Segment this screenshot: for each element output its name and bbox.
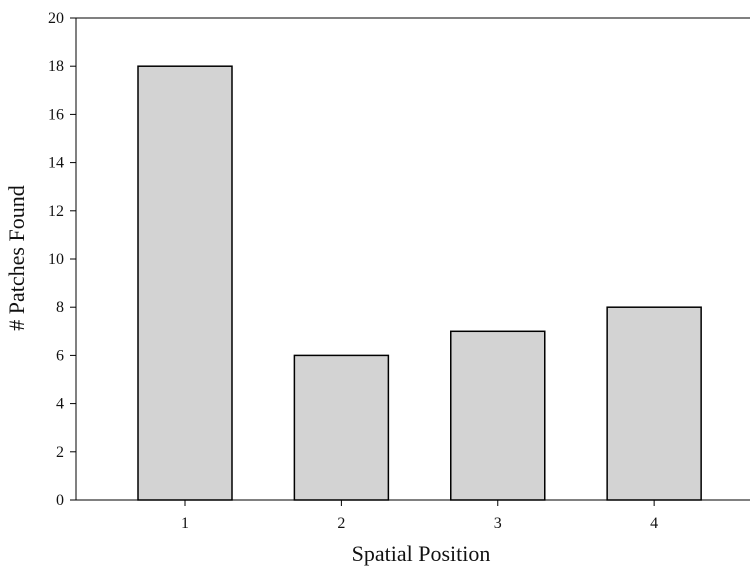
y-tick-label-10: 10 [48, 251, 64, 268]
y-tick-label-6: 6 [56, 347, 64, 364]
y-tick-label-16: 16 [48, 106, 64, 123]
x-tick-label-3: 3 [494, 515, 502, 532]
bar-2 [293, 354, 390, 501]
bar-1 [137, 65, 233, 501]
y-tick-label-14: 14 [48, 155, 64, 172]
y-axis-title: # Patches Found [4, 185, 29, 330]
x-axis-title: Spatial Position [352, 541, 491, 566]
y-tick-label-12: 12 [48, 203, 64, 220]
y-tick-label-20: 20 [48, 10, 64, 27]
bar-3 [450, 330, 546, 501]
y-axis: 0 2 4 6 8 10 12 14 16 18 20 [48, 10, 77, 509]
y-tick-label-2: 2 [56, 444, 64, 461]
y-tick-label-0: 0 [56, 492, 64, 509]
plot-area [76, 17, 750, 501]
x-axis: 1 2 3 4 [76, 499, 750, 532]
x-tick-label-2: 2 [337, 515, 345, 532]
x-tick-label-4: 4 [650, 515, 658, 532]
x-tick-label-1: 1 [181, 515, 189, 532]
y-tick-label-4: 4 [56, 396, 64, 413]
y-tick-label-18: 18 [48, 58, 64, 75]
bar-4 [606, 306, 702, 501]
y-tick-label-8: 8 [56, 299, 64, 316]
